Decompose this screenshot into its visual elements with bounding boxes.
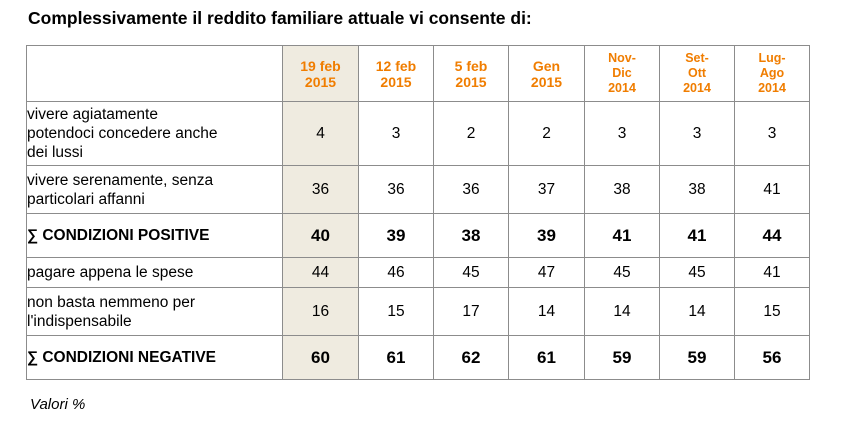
column-header-line: 2015 — [530, 73, 563, 90]
row-label-line: ∑ CONDIZIONI NEGATIVE — [27, 349, 217, 366]
row-label-line: vivere agiatamente — [27, 106, 158, 123]
column-header: 19 feb 2015 — [282, 45, 359, 102]
value-cell: 41 — [734, 257, 810, 288]
value-cell: 45 — [584, 257, 660, 288]
column-header-line: Ago — [759, 66, 785, 80]
header-corner-cell — [26, 45, 283, 102]
row-label: ∑ CONDIZIONI NEGATIVE — [26, 335, 283, 380]
row-label-line: particolari affanni — [27, 190, 145, 208]
value-cell: 59 — [584, 335, 660, 380]
table-row: non basta nemmeno per l'indispensabile 16 1… — [26, 287, 810, 336]
column-header-line: 19 feb — [300, 57, 341, 74]
column-header: 12 feb 2015 — [358, 45, 434, 102]
column-header-line: 2015 — [304, 73, 337, 90]
value-cell: 46 — [358, 257, 434, 288]
value-cell: 56 — [734, 335, 810, 380]
value-cell: 44 — [282, 257, 359, 288]
column-header-line: Dic — [612, 66, 632, 80]
row-label-line: dei lussi — [27, 144, 83, 161]
chart-title: Complessivamente il reddito familiare at… — [28, 8, 532, 28]
value-cell: 36 — [282, 165, 359, 214]
value-cell: 36 — [358, 165, 434, 214]
value-cell: 62 — [433, 335, 509, 380]
header-row: 19 feb 2015 12 feb 2015 5 feb 2015 Gen 2015 Nov-… — [26, 45, 810, 102]
row-label-line: l'indispensabile — [27, 312, 132, 330]
row-label: pagare appena le spese — [26, 257, 283, 288]
value-cell: 38 — [659, 165, 735, 214]
value-cell: 45 — [659, 257, 735, 288]
value-cell: 4 — [282, 101, 359, 166]
value-cell: 2 — [433, 101, 509, 166]
value-cell: 44 — [734, 213, 810, 258]
column-header-line: Gen — [532, 57, 561, 74]
value-cell: 60 — [282, 335, 359, 380]
value-cell: 14 — [659, 287, 735, 336]
table-row: vivere serenamente, senza particolari aff… — [26, 165, 810, 214]
data-table: 19 feb 2015 12 feb 2015 5 feb 2015 Gen 2015 Nov-… — [26, 45, 810, 380]
column-header: Nov- Dic 2014 — [584, 45, 660, 102]
column-header-line: 5 feb — [454, 57, 488, 74]
value-cell: 59 — [659, 335, 735, 380]
value-cell: 15 — [734, 287, 810, 336]
footnote: Valori % — [30, 396, 86, 413]
value-cell: 41 — [659, 213, 735, 258]
column-header: 5 feb 2015 — [433, 45, 509, 102]
value-cell: 36 — [433, 165, 509, 214]
row-label-line: non basta nemmeno per — [27, 293, 196, 311]
value-cell: 39 — [508, 213, 585, 258]
summary-row: ∑ CONDIZIONI POSITIVE 40 39 38 39 41 41 44 — [26, 213, 810, 258]
value-cell: 45 — [433, 257, 509, 288]
table-body: vivere agiatamente potendoci concedere an… — [26, 101, 810, 380]
row-label-line: ∑ CONDIZIONI POSITIVE — [27, 227, 210, 244]
value-cell: 14 — [584, 287, 660, 336]
value-cell: 3 — [659, 101, 735, 166]
column-header: Set- Ott 2014 — [659, 45, 735, 102]
column-header: Gen 2015 — [508, 45, 585, 102]
column-header-line: 2014 — [758, 81, 786, 95]
value-cell: 61 — [358, 335, 434, 380]
table-row: vivere agiatamente potendoci concedere an… — [26, 101, 810, 166]
value-cell: 38 — [584, 165, 660, 214]
column-header: Lug- Ago 2014 — [734, 45, 810, 102]
column-header-line: 12 feb — [375, 57, 417, 74]
row-label: ∑ CONDIZIONI POSITIVE — [26, 213, 283, 258]
value-cell: 37 — [508, 165, 585, 214]
table-row: pagare appena le spese 44 46 45 47 45 45 41 — [26, 257, 810, 288]
column-header-line: 2014 — [608, 81, 636, 95]
row-label-line: potendoci concedere anche — [27, 125, 218, 142]
value-cell: 3 — [734, 101, 810, 166]
row-label-line: vivere serenamente, senza — [27, 171, 214, 189]
value-cell: 38 — [433, 213, 509, 258]
column-header-line: Set- — [685, 51, 709, 65]
column-header-line: 2015 — [380, 73, 412, 90]
column-header-line: 2015 — [455, 73, 487, 90]
value-cell: 2 — [508, 101, 585, 166]
row-label-line: pagare appena le spese — [27, 264, 194, 281]
column-header-line: 2014 — [683, 81, 711, 95]
value-cell: 41 — [734, 165, 810, 214]
row-label: vivere agiatamente potendoci concedere an… — [26, 101, 283, 166]
value-cell: 40 — [282, 213, 359, 258]
value-cell: 47 — [508, 257, 585, 288]
column-header-line: Nov- — [608, 51, 636, 65]
value-cell: 15 — [358, 287, 434, 336]
value-cell: 16 — [282, 287, 359, 336]
value-cell: 39 — [358, 213, 434, 258]
row-label: vivere serenamente, senza particolari aff… — [26, 165, 283, 214]
value-cell: 41 — [584, 213, 660, 258]
column-header-line: Lug- — [758, 51, 786, 65]
value-cell: 3 — [584, 101, 660, 166]
value-cell: 61 — [508, 335, 585, 380]
row-label: non basta nemmeno per l'indispensabile — [26, 287, 283, 336]
value-cell: 14 — [508, 287, 585, 336]
summary-row: ∑ CONDIZIONI NEGATIVE 60 61 62 61 59 59 56 — [26, 335, 810, 380]
value-cell: 3 — [358, 101, 434, 166]
value-cell: 17 — [433, 287, 509, 336]
column-header-line: Ott — [687, 66, 707, 80]
